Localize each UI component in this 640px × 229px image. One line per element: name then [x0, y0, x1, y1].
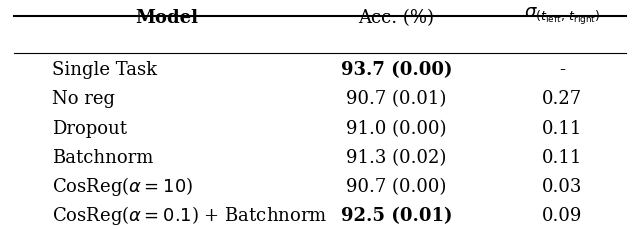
Text: 91.0 (0.00): 91.0 (0.00) — [346, 120, 447, 138]
Text: 0.09: 0.09 — [542, 207, 582, 225]
Text: 93.7 (0.00): 93.7 (0.00) — [340, 61, 452, 79]
Text: Batchnorm: Batchnorm — [52, 149, 154, 167]
Text: 90.7 (0.01): 90.7 (0.01) — [346, 90, 447, 109]
Text: Model: Model — [136, 9, 198, 27]
Text: 0.11: 0.11 — [542, 120, 582, 138]
Text: Dropout: Dropout — [52, 120, 127, 138]
Text: Acc. (%): Acc. (%) — [358, 9, 435, 27]
Text: 92.5 (0.01): 92.5 (0.01) — [340, 207, 452, 225]
Text: CosReg($\alpha = 0.1$) + Batchnorm: CosReg($\alpha = 0.1$) + Batchnorm — [52, 204, 328, 227]
Text: CosReg($\alpha = 10$): CosReg($\alpha = 10$) — [52, 175, 193, 198]
Text: 91.3 (0.02): 91.3 (0.02) — [346, 149, 447, 167]
Text: 0.27: 0.27 — [542, 90, 582, 109]
Text: 90.7 (0.00): 90.7 (0.00) — [346, 178, 447, 196]
Text: No reg: No reg — [52, 90, 115, 109]
Text: 0.11: 0.11 — [542, 149, 582, 167]
Text: $\sigma_{(t_{\mathrm{left}},\,t_{\mathrm{right}})}$: $\sigma_{(t_{\mathrm{left}},\,t_{\mathrm… — [524, 6, 600, 27]
Text: -: - — [559, 61, 565, 79]
Text: Single Task: Single Task — [52, 61, 157, 79]
Text: 0.03: 0.03 — [542, 178, 582, 196]
